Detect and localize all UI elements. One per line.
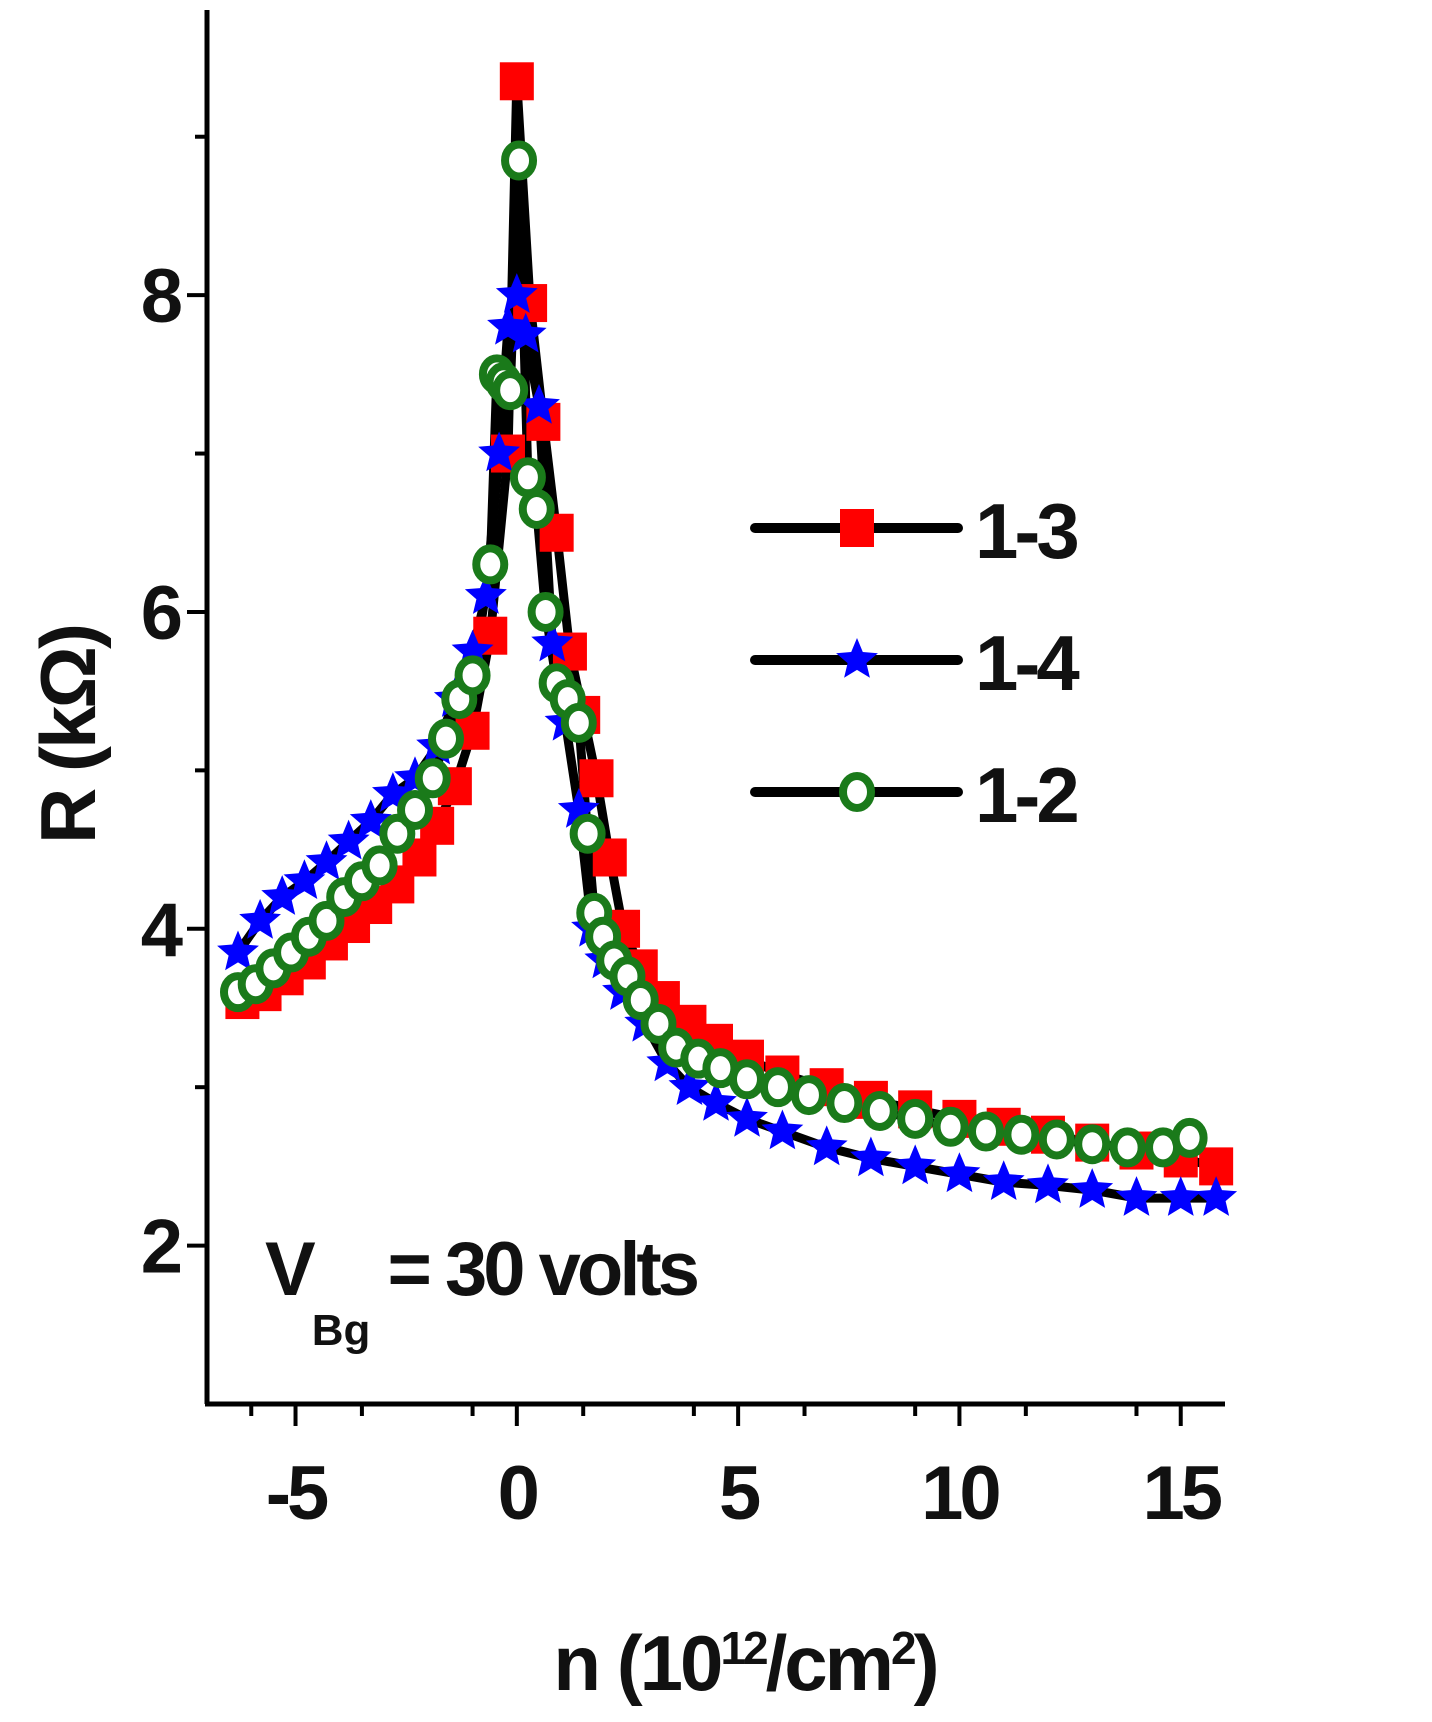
data-point — [1071, 1168, 1114, 1208]
data-point — [726, 1096, 768, 1137]
y-axis-title: R (kΩ) — [24, 626, 112, 844]
legend-label: 1-2 — [975, 751, 1077, 839]
annotation-main: V — [265, 1227, 316, 1312]
data-point — [478, 431, 520, 472]
data-point — [361, 845, 398, 886]
data-point — [861, 1090, 898, 1131]
annotation: VBg = 30 volts — [265, 1227, 698, 1355]
x-tick-label: 10 — [921, 1451, 999, 1536]
data-point — [305, 840, 348, 880]
series-1-2 — [219, 140, 1208, 1168]
data-point — [1195, 1176, 1238, 1216]
data-point — [826, 1083, 863, 1124]
data-point — [728, 1059, 765, 1100]
data-point — [464, 574, 507, 614]
data-point — [938, 1152, 981, 1193]
data-point — [414, 758, 451, 799]
data-point — [472, 544, 509, 585]
x-tick-label: 5 — [719, 1451, 760, 1536]
data-point — [1038, 1119, 1075, 1160]
annotation-sub: Bg — [312, 1306, 371, 1355]
data-point — [504, 312, 547, 353]
data-point — [509, 457, 546, 498]
legend-item-1-4: 1-4 — [750, 619, 1083, 707]
data-point — [982, 1160, 1025, 1200]
x-tick-label: 0 — [498, 1451, 538, 1536]
data-point — [495, 273, 538, 313]
data-point — [1171, 1117, 1208, 1158]
data-point — [518, 384, 560, 424]
legend-item-1-3: 1-3 — [750, 487, 1081, 575]
y-tick-label: 4 — [141, 888, 183, 973]
data-point — [428, 718, 465, 759]
data-point — [492, 370, 529, 411]
legend-marker — [839, 772, 875, 812]
data-point — [1109, 1127, 1146, 1168]
x-axis-title-tail: /cm — [766, 1619, 891, 1707]
legend: 1-3 1-4 1-2 — [750, 487, 1083, 839]
data-point — [668, 1065, 711, 1105]
data-point — [932, 1106, 969, 1147]
data-point — [1027, 1163, 1069, 1204]
data-point — [805, 1125, 848, 1166]
axes-layer — [204, 10, 1225, 1407]
data-point — [967, 1111, 1004, 1152]
marks-layer — [217, 62, 1238, 1216]
data-point — [261, 875, 304, 915]
data-point — [454, 655, 491, 696]
data-point — [850, 1136, 892, 1177]
x-tick-label: -5 — [266, 1451, 328, 1536]
y-tick-label: 2 — [141, 1205, 181, 1290]
legend-marker — [836, 638, 878, 678]
data-point — [1074, 1124, 1111, 1165]
series-1-3 — [225, 62, 1234, 1186]
x-axis-title-sup2: 2 — [891, 1622, 915, 1674]
data-point — [695, 1081, 737, 1121]
legend-item-1-2: 1-2 — [750, 751, 1081, 839]
x-tick-label: 15 — [1142, 1451, 1221, 1536]
x-axis-title: n (1012/cm2) — [553, 1619, 936, 1707]
data-point — [397, 789, 434, 830]
annotation-rest: = 30 volts — [370, 1227, 697, 1312]
data-point — [894, 1144, 937, 1185]
data-point — [327, 819, 370, 860]
data-point — [1159, 1176, 1202, 1216]
data-point — [759, 1067, 796, 1108]
data-point — [579, 759, 614, 798]
data-point — [569, 813, 606, 854]
y-tick-label: 8 — [141, 254, 181, 339]
y-tick-label: 6 — [141, 571, 181, 656]
data-point — [790, 1075, 827, 1116]
data-point — [527, 591, 564, 632]
data-point — [217, 930, 259, 971]
data-point — [897, 1098, 934, 1139]
legend-label: 1-3 — [975, 487, 1077, 575]
x-axis-title-close: ) — [914, 1619, 937, 1707]
data-point — [560, 702, 597, 743]
data-point — [283, 859, 326, 899]
data-point — [499, 62, 534, 101]
data-point — [501, 140, 538, 181]
data-point — [1115, 1176, 1158, 1216]
data-point — [239, 898, 281, 939]
legend-label: 1-4 — [975, 619, 1079, 707]
data-point — [531, 621, 574, 662]
data-point — [518, 488, 555, 529]
x-axis-title-base: n (10 — [553, 1619, 721, 1707]
x-axis-title-sup: 12 — [720, 1622, 767, 1674]
legend-marker — [840, 509, 874, 547]
data-point — [761, 1109, 804, 1150]
data-point — [1003, 1114, 1040, 1155]
